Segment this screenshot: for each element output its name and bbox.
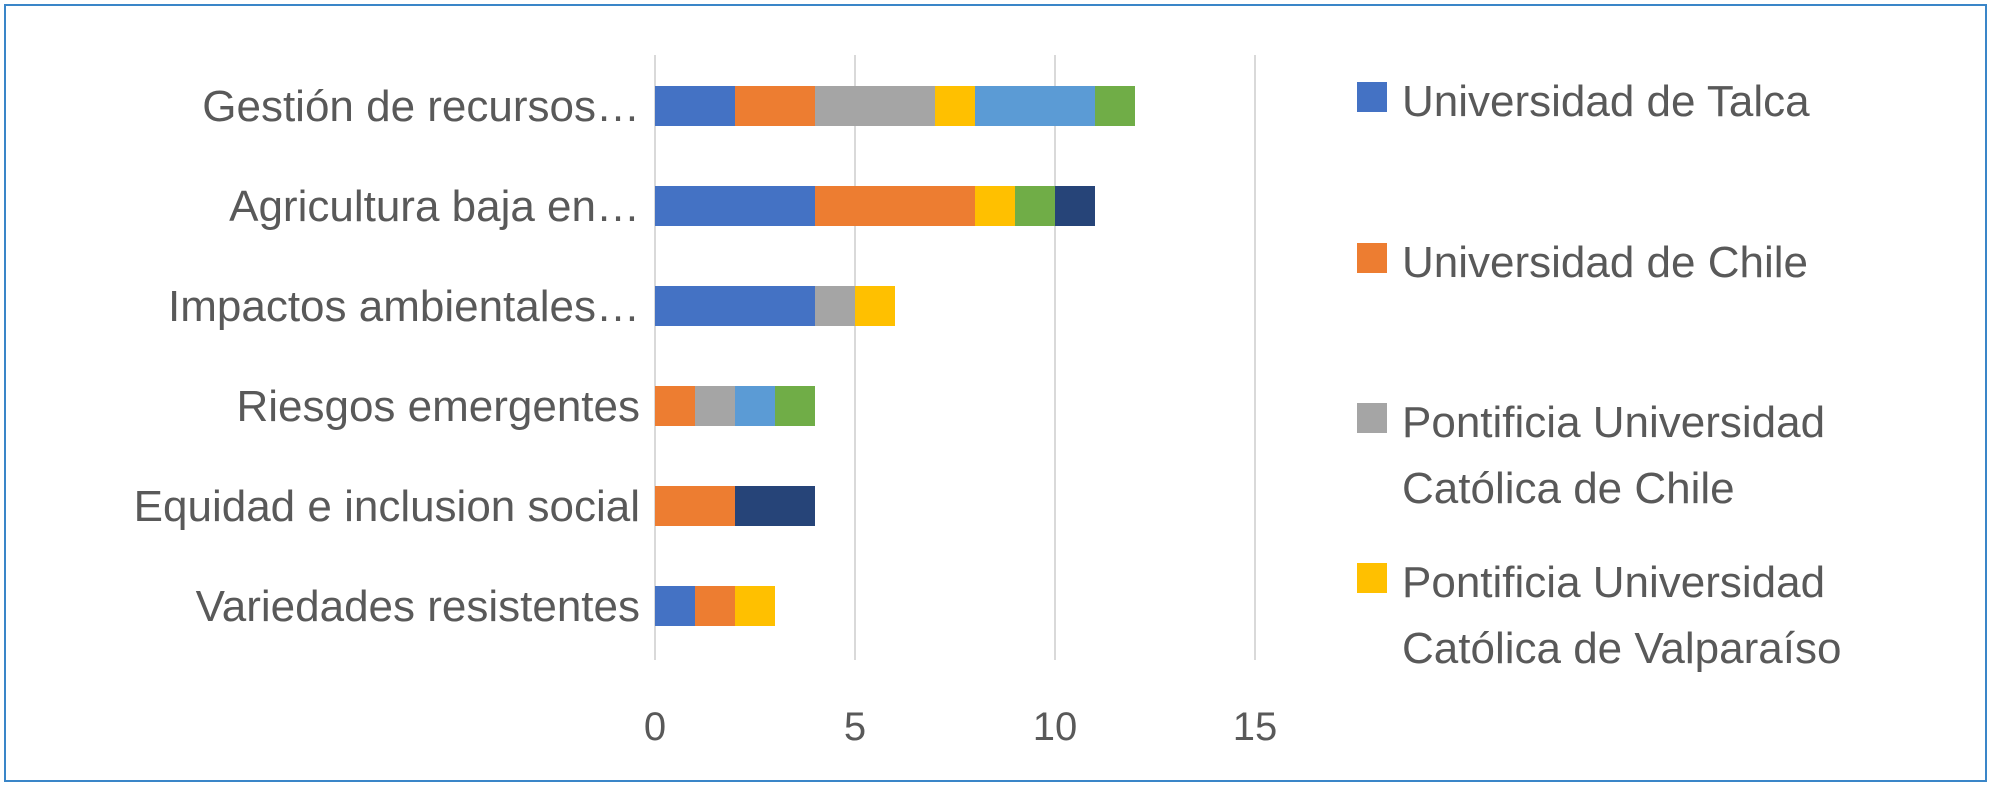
legend-entry: Pontificia Universidad Católica de Valpar… — [1357, 558, 1841, 673]
category-label: Impactos ambientales… — [168, 282, 640, 331]
bar-segment — [1095, 86, 1135, 126]
bar-segment — [815, 86, 935, 126]
category-label: Equidad e inclusion social — [134, 482, 640, 531]
bar-segment — [935, 86, 975, 126]
bar-segment — [815, 186, 975, 226]
legend-swatch — [1357, 243, 1387, 273]
legend: Universidad de Talca Universidad de Chile… — [1357, 77, 1841, 673]
x-tick-labels: 0 5 10 15 — [644, 705, 1277, 749]
legend-entry: Pontificia Universidad Católica de Chile — [1357, 398, 1825, 513]
legend-swatch — [1357, 563, 1387, 593]
category-label: Variedades resistentes — [196, 582, 640, 631]
bar-segment — [735, 386, 775, 426]
bar-segment — [1015, 186, 1055, 226]
bars — [655, 86, 1135, 626]
bar-segment — [655, 586, 695, 626]
legend-swatch — [1357, 403, 1387, 433]
bar-segment — [655, 86, 735, 126]
bar-segment — [655, 186, 815, 226]
legend-entry: Universidad de Talca — [1357, 77, 1810, 126]
category-labels: Gestión de recursos… Agricultura baja en…… — [134, 82, 640, 631]
bar-segment — [775, 386, 815, 426]
x-tick-label: 5 — [844, 705, 866, 749]
legend-label: Universidad de Chile — [1402, 238, 1808, 287]
bar-segment — [815, 286, 855, 326]
bar-segment — [975, 186, 1015, 226]
bar-segment — [1055, 186, 1095, 226]
bar-segment — [655, 286, 815, 326]
bar-segment — [855, 286, 895, 326]
legend-label: Católica de Chile — [1402, 464, 1735, 513]
gridlines — [654, 55, 1256, 660]
chart-frame — [4, 4, 1987, 782]
legend-label: Pontificia Universidad — [1402, 398, 1825, 447]
bar-segment — [735, 486, 815, 526]
legend-swatch — [1357, 82, 1387, 112]
category-label: Riesgos emergentes — [236, 382, 640, 431]
bar-segment — [695, 586, 735, 626]
legend-label: Católica de Valparaíso — [1402, 624, 1841, 673]
bar-segment — [735, 86, 815, 126]
bar-segment — [695, 386, 735, 426]
category-label: Gestión de recursos… — [202, 82, 640, 131]
bar-segment — [655, 386, 695, 426]
category-label: Agricultura baja en… — [229, 182, 640, 231]
bar-segment — [735, 586, 775, 626]
x-tick-label: 0 — [644, 705, 666, 749]
x-tick-label: 10 — [1033, 705, 1078, 749]
legend-entry: Universidad de Chile — [1357, 238, 1808, 287]
legend-label: Pontificia Universidad — [1402, 558, 1825, 607]
bar-segment — [655, 486, 735, 526]
legend-label: Universidad de Talca — [1402, 77, 1810, 126]
bar-segment — [975, 86, 1095, 126]
x-tick-label: 15 — [1233, 705, 1278, 749]
